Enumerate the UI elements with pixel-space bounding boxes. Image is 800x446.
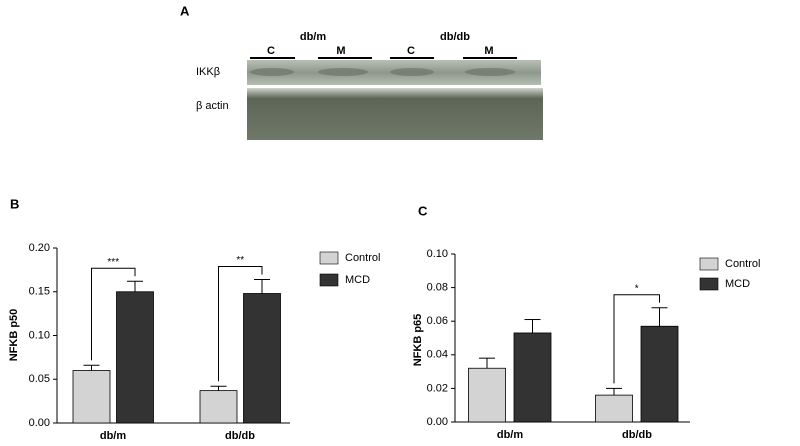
error-bar xyxy=(651,307,668,327)
bar xyxy=(513,332,552,423)
panel-label: B xyxy=(10,196,19,211)
y-tick-label: 0.10 xyxy=(427,248,448,260)
lane-label: M xyxy=(484,45,493,57)
x-tick-label: db/m xyxy=(497,429,523,441)
y-tick-label: 0.04 xyxy=(427,349,448,361)
y-axis-label: NFKB p50 xyxy=(8,309,20,362)
legend-label: Control xyxy=(345,252,380,264)
significance-bracket xyxy=(218,266,263,382)
bands xyxy=(250,68,515,76)
significance-bracket xyxy=(91,267,136,361)
bar xyxy=(640,325,679,423)
error-bar xyxy=(524,319,541,333)
y-tick-label: 0.06 xyxy=(427,315,448,327)
error-bar xyxy=(210,385,227,391)
error-bar xyxy=(479,357,495,369)
x-tick-label: db/db xyxy=(622,429,652,441)
error-bar xyxy=(83,364,100,371)
bar xyxy=(199,390,238,424)
annotation: *** xyxy=(107,257,119,268)
legend-swatch xyxy=(699,277,719,291)
row-label: IKKβ xyxy=(196,66,220,78)
error-bar xyxy=(254,279,270,294)
y-tick-label: 0.15 xyxy=(29,286,50,298)
blot-panel: A db/m db/db C M C M IKKβ β actin xyxy=(180,3,543,140)
legend-label: Control xyxy=(725,258,760,270)
lane-label: C xyxy=(407,45,415,57)
row-label: β actin xyxy=(196,100,229,112)
error-bar xyxy=(127,280,143,292)
bar xyxy=(468,367,506,423)
lane-label: C xyxy=(267,45,275,57)
group-label: db/db xyxy=(440,31,470,43)
legend-swatch xyxy=(319,251,339,265)
bar xyxy=(595,394,633,423)
error-bar xyxy=(606,387,622,396)
y-tick-label: 0.05 xyxy=(29,373,50,385)
y-tick-label: 0.00 xyxy=(29,417,50,429)
bar xyxy=(243,293,281,424)
group-label: db/m xyxy=(300,31,326,43)
y-tick-label: 0.20 xyxy=(29,242,50,254)
y-tick-label: 0.10 xyxy=(29,329,50,341)
bar xyxy=(116,291,154,424)
bar xyxy=(72,370,111,424)
y-tick-label: 0.08 xyxy=(427,282,448,294)
legend-swatch xyxy=(699,257,719,271)
legend-label: MCD xyxy=(345,274,370,286)
annotation: ** xyxy=(236,255,244,266)
y-tick-label: 0.00 xyxy=(427,416,448,428)
panel-label: C xyxy=(418,203,428,218)
blot-band xyxy=(247,88,543,140)
y-tick-label: 0.02 xyxy=(427,382,448,394)
panel-label: A xyxy=(180,3,190,18)
legend-label: MCD xyxy=(725,278,750,290)
x-tick-label: db/db xyxy=(225,430,255,442)
annotation: * xyxy=(635,283,639,294)
legend-swatch xyxy=(319,273,339,287)
significance-bracket xyxy=(613,294,660,384)
lane-label: M xyxy=(336,45,345,57)
x-tick-label: db/m xyxy=(100,430,126,442)
y-axis-label: NFKB p65 xyxy=(412,314,424,367)
